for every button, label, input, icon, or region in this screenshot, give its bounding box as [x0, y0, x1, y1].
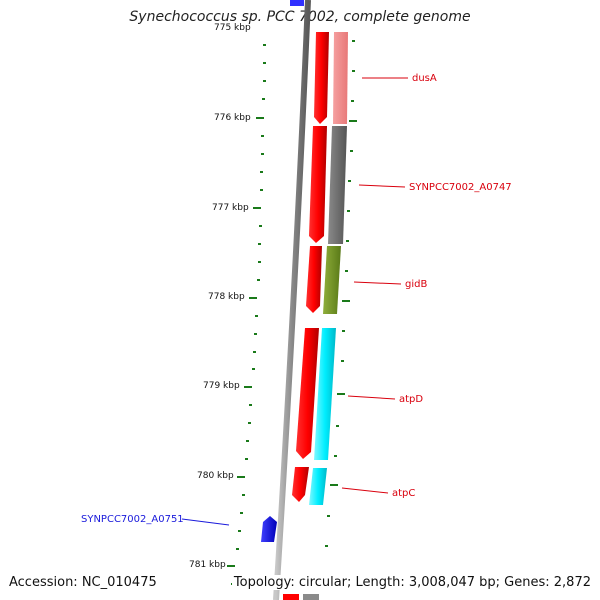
leader-atpC [341, 487, 389, 494]
topology-text: Topology: circular; Length: 3,008,047 bp… [231, 575, 591, 590]
cds-bottom-fragment [283, 594, 299, 600]
cds-gidB[interactable] [306, 246, 322, 313]
cds-dusA[interactable] [314, 32, 329, 124]
tick-label-781: 781 kbp [189, 560, 226, 570]
tick-label-779: 779 kbp [203, 381, 240, 391]
tick-label-780: 780 kbp [197, 471, 234, 481]
backbone-top-marker [290, 0, 304, 6]
feature-dusA[interactable] [333, 32, 348, 124]
leader-atpD [347, 395, 396, 400]
tick-label-777: 777 kbp [212, 203, 249, 213]
cds-atpC[interactable] [292, 467, 309, 502]
cds-A0747[interactable] [309, 126, 327, 243]
gene-label-dusA[interactable]: dusA [412, 73, 437, 84]
cds-A0751[interactable] [261, 516, 277, 542]
accession-text: Accession: NC_010475 [9, 575, 157, 590]
feature-atpC[interactable] [309, 468, 327, 505]
map-title: Synechococcus sp. PCC 7002, complete gen… [129, 9, 471, 25]
tick-label-776: 776 kbp [214, 113, 251, 123]
leader-A0747 [358, 184, 406, 188]
leader-A0751 [181, 518, 230, 526]
tick-label-778: 778 kbp [208, 292, 245, 302]
feature-A0747[interactable] [328, 126, 347, 244]
cds-atpD[interactable] [296, 328, 319, 459]
gene-label-A0747[interactable]: SYNPCC7002_A0747 [409, 182, 512, 193]
gene-label-atpD[interactable]: atpD [399, 394, 423, 405]
feature-gidB[interactable] [323, 246, 341, 314]
tick-label-775: 775 kbp [214, 23, 251, 33]
feature-bottom-fragment [303, 594, 319, 600]
feature-atpD[interactable] [314, 328, 336, 460]
genome-backbone [273, 0, 311, 600]
gene-label-gidB[interactable]: gidB [405, 279, 427, 290]
leader-gidB [353, 281, 402, 285]
gene-label-atpC[interactable]: atpC [392, 488, 415, 499]
scale-ticks [227, 40, 357, 585]
gene-label-A0751[interactable]: SYNPCC7002_A0751 [81, 514, 184, 525]
